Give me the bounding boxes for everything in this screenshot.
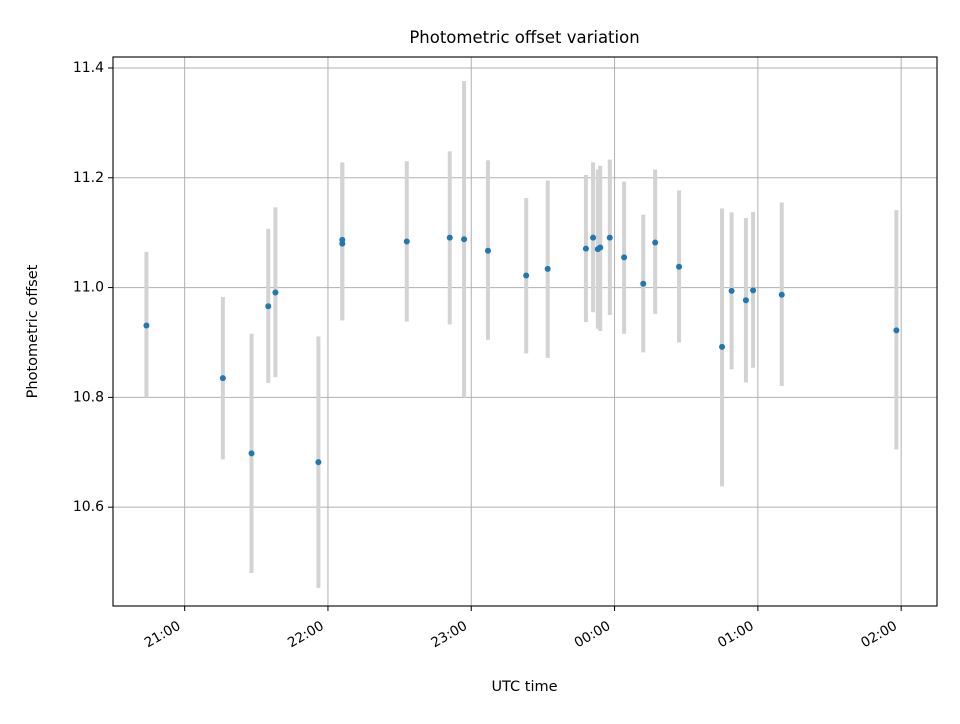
data-point [523,272,530,279]
y-tick-label: 10.6 [73,499,104,515]
y-axis-label: Photometric offset [25,264,41,398]
data-point [742,297,749,304]
point-layer [143,234,900,466]
data-point [676,263,683,270]
data-point [750,287,757,294]
plot-frame [112,56,938,607]
data-point [315,459,322,466]
y-tick-label: 11.2 [73,170,104,186]
x-axis-label: UTC time [491,679,557,695]
data-point [582,245,589,252]
data-point [446,234,453,241]
y-tick-label: 11.4 [73,60,104,76]
data-point [143,322,150,329]
data-point [461,236,468,243]
data-point [544,265,551,272]
data-point [728,287,735,294]
data-point [265,303,272,310]
chart-title: Photometric offset variation [409,28,639,47]
data-point [339,236,346,243]
data-point [606,234,613,241]
data-point [590,234,597,241]
data-point [640,280,647,287]
data-point [893,327,900,334]
data-point [403,238,410,245]
data-point [248,450,255,457]
y-axis-ticks: 10.6 10.8 11.0 11.2 11.4 [73,60,113,515]
data-point [778,291,785,298]
data-point [272,289,279,296]
data-point [597,244,604,251]
data-point [484,247,491,254]
data-point [219,375,226,382]
data-point [719,343,726,350]
y-tick-label: 11.0 [73,280,104,296]
data-point [621,254,628,261]
y-tick-label: 10.8 [73,389,104,405]
data-point [652,239,659,246]
